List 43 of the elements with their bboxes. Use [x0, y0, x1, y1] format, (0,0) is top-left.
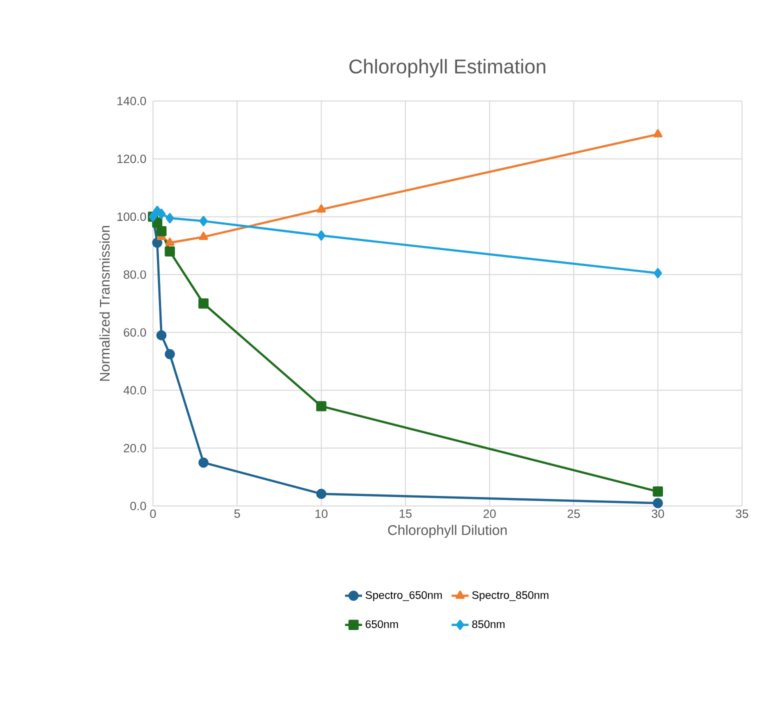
point	[653, 129, 662, 138]
x-axis-title: Chlorophyll Dilution	[388, 524, 507, 538]
point	[166, 213, 174, 224]
point	[652, 498, 663, 508]
point	[198, 232, 208, 240]
y-tick-label: 80.0	[124, 270, 146, 279]
point	[317, 230, 326, 241]
legend-label: Spectro_850nm	[472, 591, 548, 602]
x-tick-label: 35	[736, 510, 748, 518]
x-tick-label: 20	[484, 510, 496, 518]
point	[156, 226, 167, 236]
y-tick-label: 100.0	[117, 212, 146, 221]
point	[152, 238, 162, 248]
y-axis-title: Normalized Transmission	[99, 226, 110, 381]
y-tick-label: 20.0	[124, 444, 146, 452]
y-tick-label: 140.0	[117, 96, 146, 106]
point	[199, 216, 208, 226]
y-tick-label: 60.0	[124, 328, 146, 337]
point	[654, 268, 662, 278]
point	[164, 246, 175, 257]
y-tick-label: 40.0	[123, 386, 146, 395]
legend-label: Spectro_650nm	[366, 591, 442, 602]
point	[316, 204, 326, 213]
y-tick-label: 120.0	[117, 154, 146, 164]
x-tick-label: 15	[400, 510, 412, 518]
point	[165, 238, 174, 246]
point	[156, 330, 167, 340]
x-tick-label: 0	[150, 510, 156, 518]
y-tick-label: 0.0	[130, 502, 146, 510]
point	[198, 458, 209, 468]
point	[164, 349, 175, 360]
point	[652, 486, 663, 497]
x-tick-label: 25	[568, 510, 580, 518]
legend-label: 850nm	[472, 620, 504, 628]
legend-label: 650nm	[366, 620, 398, 628]
point	[157, 208, 166, 219]
chart-title: Chlorophyll Estimation	[349, 58, 546, 78]
x-tick-label: 5	[234, 510, 240, 518]
point	[316, 401, 326, 412]
x-tick-label: 10	[316, 510, 328, 518]
x-tick-label: 30	[652, 510, 664, 518]
point	[198, 298, 209, 309]
point	[316, 488, 326, 499]
